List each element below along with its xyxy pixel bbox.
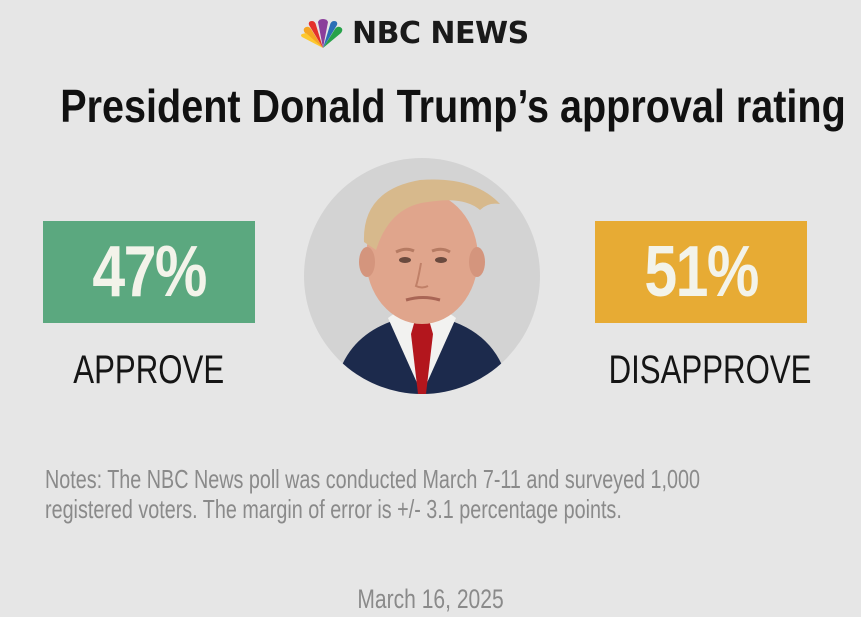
page-title: President Donald Trump’s approval rating bbox=[60, 80, 846, 132]
approve-value: 47% bbox=[92, 232, 207, 312]
disapprove-label: DISAPPROVE bbox=[580, 345, 822, 395]
person-portrait-icon bbox=[334, 179, 510, 394]
disapprove-value-box: 51% bbox=[595, 221, 807, 323]
peacock-icon bbox=[301, 19, 343, 48]
disapprove-label-text: DISAPPROVE bbox=[608, 348, 812, 392]
approve-label: APPROVE bbox=[43, 345, 255, 395]
disapprove-value: 51% bbox=[644, 232, 759, 312]
approve-value-box: 47% bbox=[43, 221, 255, 323]
brand-name: NBC NEWS bbox=[352, 16, 529, 51]
nbc-news-logo: NBC NEWS bbox=[300, 16, 565, 52]
publish-date: March 16, 2025 bbox=[357, 584, 504, 614]
portrait-photo bbox=[304, 158, 540, 394]
poll-notes: Notes: The NBC News poll was conducted M… bbox=[45, 464, 700, 524]
approve-label-text: APPROVE bbox=[73, 348, 225, 392]
